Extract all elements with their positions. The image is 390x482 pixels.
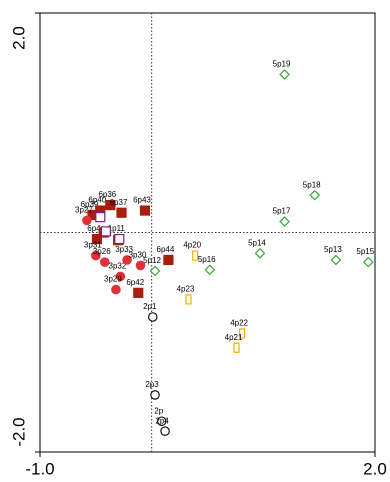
point-label: 5p17 bbox=[273, 207, 291, 216]
point bbox=[139, 205, 151, 216]
point bbox=[100, 226, 111, 237]
point-label: 2p3 bbox=[145, 380, 159, 389]
point bbox=[115, 271, 126, 282]
point-label: 5p19 bbox=[273, 60, 291, 69]
point bbox=[279, 69, 290, 80]
point-label: 6p43 bbox=[133, 196, 151, 205]
point bbox=[99, 257, 110, 267]
point bbox=[204, 264, 216, 276]
point-label: 6p40 bbox=[88, 196, 106, 205]
point-label: 2p1 bbox=[143, 302, 157, 311]
point-label: 4p22 bbox=[230, 319, 248, 328]
point-label: 3p26 bbox=[93, 247, 111, 256]
point bbox=[114, 233, 125, 245]
point-label: 5p13 bbox=[324, 245, 342, 254]
point-label: 3p32 bbox=[109, 262, 127, 271]
point-label: 3p27 bbox=[75, 206, 93, 215]
point bbox=[105, 199, 116, 211]
point bbox=[147, 312, 158, 322]
y-tick-label: -2.0 bbox=[9, 417, 28, 446]
point-label: 3p33 bbox=[115, 245, 133, 254]
point-label: 6p44 bbox=[157, 245, 175, 254]
point bbox=[233, 342, 240, 353]
point bbox=[239, 328, 246, 339]
point-label: 6p37 bbox=[110, 198, 128, 207]
point bbox=[116, 207, 127, 218]
point bbox=[95, 212, 106, 223]
point-label: 5p14 bbox=[248, 238, 266, 247]
y-tick-label: 2.0 bbox=[9, 26, 28, 50]
point bbox=[309, 189, 321, 201]
point bbox=[185, 294, 192, 305]
point-label: 4p20 bbox=[183, 241, 201, 250]
point-label: 6p42 bbox=[126, 278, 144, 287]
point bbox=[156, 416, 167, 427]
point bbox=[149, 265, 161, 277]
point bbox=[91, 250, 101, 261]
point-label: 2p4 bbox=[155, 416, 169, 425]
point-label: 1p11 bbox=[108, 224, 126, 233]
point bbox=[135, 260, 146, 271]
point bbox=[330, 254, 342, 266]
point bbox=[163, 254, 174, 266]
point bbox=[254, 248, 266, 259]
point bbox=[192, 250, 199, 261]
point-label: 6p4 bbox=[87, 224, 101, 233]
point-label: 3p31 bbox=[84, 241, 102, 250]
point bbox=[150, 390, 160, 400]
point bbox=[160, 426, 170, 436]
point-label: 3p30 bbox=[129, 251, 147, 260]
point-label: 5p12 bbox=[143, 256, 161, 265]
point bbox=[91, 233, 103, 245]
point bbox=[122, 255, 132, 265]
point-label: 4p23 bbox=[177, 285, 195, 294]
point bbox=[279, 216, 290, 227]
point-label: 5p16 bbox=[198, 255, 216, 264]
point-label: 6p36 bbox=[98, 190, 116, 199]
point-label: 3p29 bbox=[104, 275, 122, 284]
point bbox=[133, 287, 144, 298]
x-tick-label: -1.0 bbox=[25, 459, 54, 478]
point bbox=[362, 256, 374, 268]
x-tick-label: 2.0 bbox=[363, 459, 387, 478]
point-label: 5p15 bbox=[356, 247, 374, 256]
point bbox=[82, 215, 92, 226]
point-label: 6p39 bbox=[81, 200, 99, 209]
point bbox=[111, 284, 121, 295]
point-label: 2p bbox=[154, 406, 163, 415]
point-label: 5p18 bbox=[303, 180, 321, 189]
point-label: 4p21 bbox=[225, 333, 243, 342]
